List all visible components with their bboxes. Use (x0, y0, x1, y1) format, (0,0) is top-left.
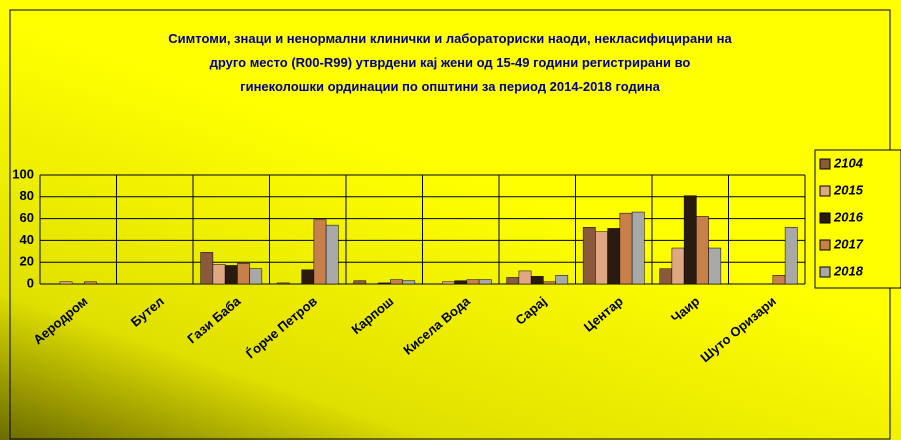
bar (619, 212, 633, 285)
legend-swatch (819, 239, 831, 251)
bar (402, 280, 416, 285)
bar (595, 231, 608, 285)
legend-label: 2016 (833, 209, 864, 224)
bar (224, 265, 238, 285)
bar (582, 227, 596, 285)
bar (671, 247, 685, 285)
bar (708, 247, 722, 285)
y-tick-label: 0 (27, 275, 34, 290)
bar (249, 268, 263, 285)
bar (237, 263, 250, 285)
bar (325, 224, 339, 285)
bar (543, 281, 556, 285)
bar (683, 195, 697, 285)
bar (530, 276, 544, 285)
bar (84, 281, 97, 285)
bar (555, 275, 569, 285)
y-tick-label: 60 (20, 210, 34, 225)
y-tick-label: 80 (20, 188, 34, 203)
bar (607, 228, 621, 285)
bar (442, 281, 455, 285)
legend-swatch (819, 158, 831, 170)
bar (631, 211, 645, 285)
legend-label: 2018 (833, 263, 864, 278)
bar (659, 268, 673, 285)
bar (784, 227, 798, 285)
legend-label: 2015 (833, 182, 864, 197)
y-tick-label: 20 (20, 254, 34, 269)
bar (200, 252, 214, 285)
y-tick-label: 100 (12, 166, 34, 181)
legend-swatch (819, 266, 831, 278)
bar (59, 281, 73, 285)
y-tick-label: 40 (20, 232, 34, 247)
chart-title: Симтоми, знаци и ненормални клинички и л… (168, 31, 732, 94)
bar (212, 264, 226, 285)
bar (301, 269, 315, 285)
bar (696, 216, 709, 285)
bar (313, 219, 327, 285)
bar (772, 275, 786, 285)
legend-swatch (819, 212, 831, 224)
bar (353, 280, 367, 285)
bar (390, 279, 403, 285)
bar (454, 280, 468, 285)
bar (506, 277, 520, 285)
bar (466, 279, 480, 285)
bar (518, 270, 532, 285)
bar (377, 282, 391, 285)
legend-swatch (819, 185, 831, 197)
legend-label: 2017 (833, 236, 864, 251)
legend-label: 2104 (833, 155, 864, 170)
bar (478, 279, 492, 285)
bar (276, 282, 290, 285)
